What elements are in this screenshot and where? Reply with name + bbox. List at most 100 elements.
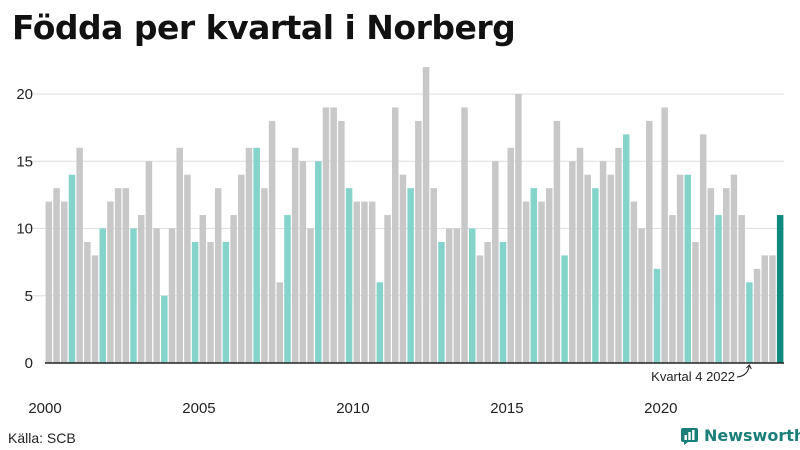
x-tick-label: 2015: [490, 400, 523, 417]
bar: [122, 188, 130, 363]
bar: [461, 107, 468, 363]
y-tick-label: 5: [25, 288, 33, 305]
bar: [153, 228, 160, 363]
bar: [238, 174, 245, 363]
bar: [376, 282, 384, 363]
bar: [291, 147, 299, 363]
bar: [615, 147, 622, 363]
bar: [746, 282, 753, 363]
bar: [345, 188, 353, 363]
bar: [699, 134, 707, 363]
x-tick-label: 2005: [182, 400, 215, 417]
bar: [299, 161, 307, 363]
bar: [769, 255, 776, 363]
bar: [753, 268, 761, 363]
bar: [276, 282, 284, 363]
bar: [307, 228, 314, 363]
bar: [738, 215, 745, 363]
annotation-arrow: [736, 364, 750, 378]
bar: [53, 188, 60, 363]
bar: [484, 241, 491, 363]
bar: [338, 120, 345, 364]
bar: [207, 241, 214, 363]
bar: [422, 67, 430, 363]
bar: [230, 215, 237, 363]
bar: [68, 174, 76, 363]
bar: [599, 161, 607, 363]
bar: [322, 107, 330, 363]
bar: [468, 228, 476, 363]
bar: [584, 174, 591, 363]
bar: [176, 147, 183, 363]
y-tick-label: 20: [16, 86, 33, 103]
bar: [245, 147, 253, 363]
x-tick-label: 2000: [28, 400, 61, 417]
bar: [84, 241, 91, 363]
bar: [438, 241, 445, 363]
bar: [161, 295, 168, 363]
bar: [622, 134, 630, 363]
y-tick-label: 15: [16, 153, 33, 170]
bar: [191, 241, 199, 363]
bar: [392, 107, 399, 363]
bar: [730, 174, 738, 363]
bar: [653, 268, 661, 363]
y-tick-labels: 0 5 10 15 20: [16, 86, 33, 372]
bar: [776, 215, 784, 363]
bar: [114, 188, 122, 363]
brand-logo[interactable]: Newsworthy: [681, 426, 800, 445]
bar: [638, 228, 645, 363]
bar: [430, 188, 437, 363]
bar: [538, 201, 545, 363]
bar: [707, 188, 715, 363]
bar: [607, 174, 615, 363]
annotation-arrowhead: [746, 364, 752, 370]
bar: [723, 188, 730, 363]
x-tick-label: 2010: [336, 400, 369, 417]
x-tick-label: 2020: [644, 400, 677, 417]
bar: [137, 215, 145, 363]
bar: [630, 201, 638, 363]
bar: [61, 201, 68, 363]
bar: [561, 255, 568, 363]
bar: [646, 120, 653, 364]
bar: [684, 174, 692, 363]
bar: [530, 188, 538, 363]
bar: [145, 161, 153, 363]
bar: [553, 120, 561, 364]
bar: [692, 241, 699, 363]
bar: [199, 215, 207, 363]
bar: [45, 201, 53, 363]
bar: [107, 201, 114, 363]
y-tick-label: 0: [25, 355, 33, 372]
bar: [407, 188, 414, 363]
bar: [168, 228, 176, 363]
bar: [315, 161, 322, 363]
y-tick-label: 10: [16, 221, 33, 238]
bar: [399, 174, 407, 363]
bar: [492, 161, 499, 363]
bar: [253, 147, 260, 363]
bar: [499, 241, 507, 363]
bar: [569, 161, 576, 363]
bar: [669, 215, 676, 363]
chart-title: Födda per kvartal i Norberg: [12, 8, 516, 47]
bar: [214, 188, 222, 363]
bar: [222, 241, 230, 363]
bar: [91, 255, 99, 363]
annotation-label: Kvartal 4 2022: [651, 369, 735, 384]
bar: [284, 215, 291, 363]
bar: [661, 107, 668, 363]
source-note: Källa: SCB: [8, 430, 76, 446]
bar: [476, 255, 484, 363]
bar: [715, 215, 722, 363]
bar: [676, 174, 684, 363]
bar: [361, 201, 368, 363]
bar: [761, 255, 769, 363]
bar: [445, 228, 453, 363]
bars: [45, 67, 784, 364]
bar: [268, 120, 276, 364]
bar: [184, 174, 191, 363]
newsworthy-logo-icon: [681, 427, 698, 445]
bar: [368, 201, 376, 363]
